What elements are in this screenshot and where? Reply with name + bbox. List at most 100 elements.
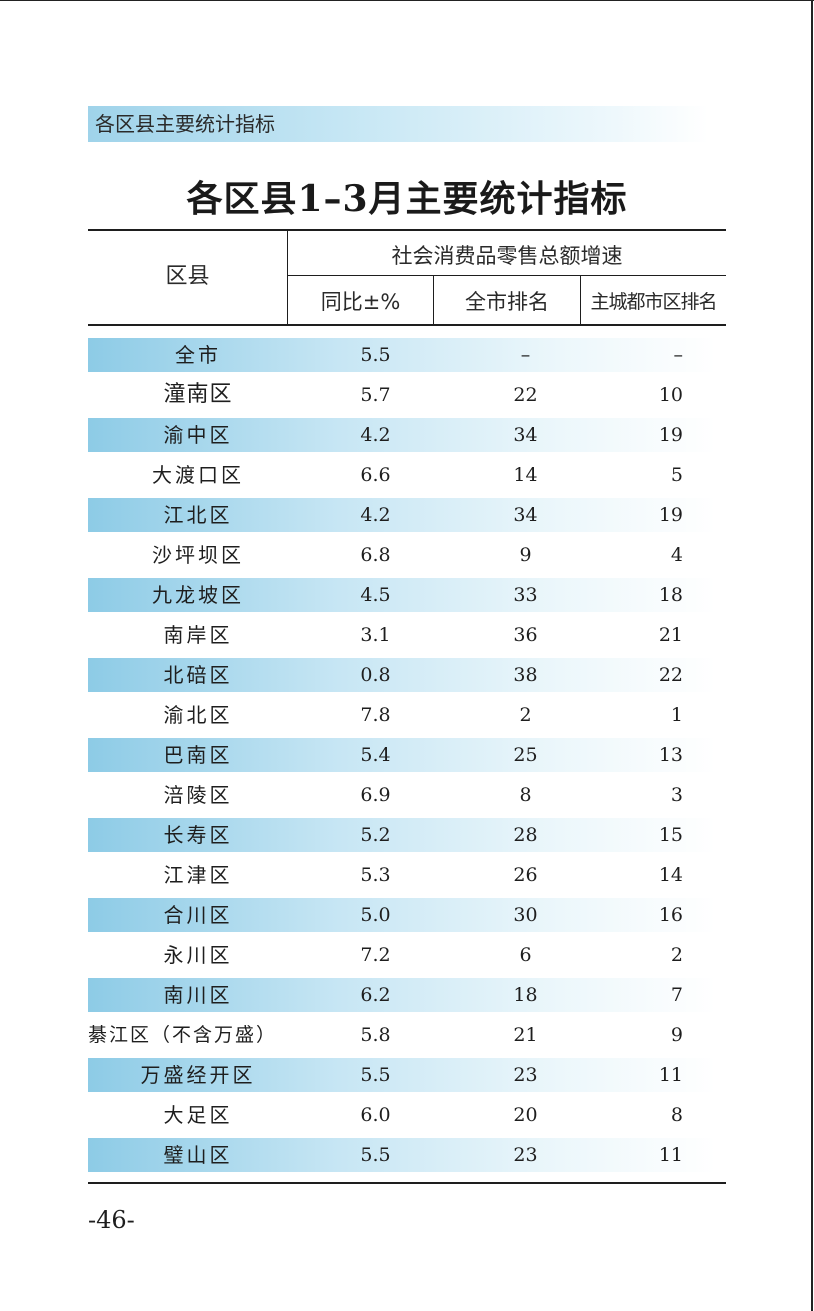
main-city-rank-value: 11 xyxy=(658,1064,683,1086)
section-banner xyxy=(88,106,708,142)
yoy-value: 4.2 xyxy=(360,504,391,526)
main-city-rank-value: 4 xyxy=(670,544,683,566)
yoy-value: 4.2 xyxy=(360,424,391,446)
district-name: 南岸区 xyxy=(163,623,233,647)
district-name: 渝中区 xyxy=(163,423,233,447)
table-row: 江北区 4.2 34 19 xyxy=(88,498,726,538)
district-name: 綦江区（不含万盛） xyxy=(88,1024,278,1046)
yoy-value: 5.8 xyxy=(360,1024,391,1046)
yoy-value: 5.4 xyxy=(360,744,391,766)
main-city-rank-value: 1 xyxy=(670,704,683,726)
city-rank-value: 26 xyxy=(513,864,538,886)
main-city-rank-value: 18 xyxy=(658,584,683,606)
district-name: 大渡口区 xyxy=(152,463,244,487)
header-divider-2 xyxy=(433,276,434,325)
table-row: 璧山区 5.5 23 11 xyxy=(88,1138,726,1178)
page-title: 各区县1–3月主要统计指标 xyxy=(186,178,628,220)
page-number: -46- xyxy=(88,1206,135,1234)
district-name: 璧山区 xyxy=(163,1143,233,1167)
header-divider-1 xyxy=(287,231,288,325)
city-rank-value: 34 xyxy=(513,424,538,446)
district-name: 渝北区 xyxy=(163,703,233,727)
table-row: 大渡口区 6.6 14 5 xyxy=(88,458,726,498)
district-name: 涪陵区 xyxy=(163,783,233,807)
city-rank-value: 38 xyxy=(513,664,538,686)
table-row: 合川区 5.0 30 16 xyxy=(88,898,726,938)
main-city-rank-value: 22 xyxy=(658,664,683,686)
city-rank-value: 18 xyxy=(513,984,538,1006)
page-border-top xyxy=(0,0,814,1)
yoy-value: 6.6 xyxy=(360,464,391,486)
yoy-value: 7.2 xyxy=(360,944,391,966)
main-city-rank-value: 13 xyxy=(658,744,683,766)
district-name: 沙坪坝区 xyxy=(152,543,244,567)
yoy-value: 5.7 xyxy=(360,384,391,406)
main-city-rank-value: 19 xyxy=(658,504,683,526)
yoy-value: 5.5 xyxy=(360,1064,391,1086)
yoy-value: 3.1 xyxy=(360,624,391,646)
district-name: 江津区 xyxy=(163,863,233,887)
table-row: 长寿区 5.2 28 15 xyxy=(88,818,726,858)
header-divider-3 xyxy=(580,276,581,325)
table-row: 南川区 6.2 18 7 xyxy=(88,978,726,1018)
main-city-rank-value: 11 xyxy=(658,1144,683,1166)
section-label: 各区县主要统计指标 xyxy=(95,112,275,136)
district-name: 万盛经开区 xyxy=(140,1063,256,1087)
city-rank-value: 25 xyxy=(513,744,538,766)
city-rank-value: 21 xyxy=(513,1024,538,1046)
header-bottom-rule xyxy=(88,324,726,326)
main-city-rank-value: 21 xyxy=(658,624,683,646)
district-name: 江北区 xyxy=(163,503,233,527)
header-group-rule xyxy=(287,275,726,276)
column-group-header-retail-growth: 社会消费品零售总额增速 xyxy=(391,244,623,268)
district-name: 合川区 xyxy=(163,903,233,927)
yoy-value: 7.8 xyxy=(360,704,391,726)
main-city-rank-value: 3 xyxy=(670,784,683,806)
district-name: 南川区 xyxy=(163,983,233,1007)
district-name: 大足区 xyxy=(163,1103,233,1127)
main-city-rank-value: 2 xyxy=(670,944,683,966)
city-rank-value: 23 xyxy=(513,1064,538,1086)
main-city-rank-value: – xyxy=(673,344,684,366)
table-row: 渝北区 7.8 2 1 xyxy=(88,698,726,738)
main-city-rank-value: 7 xyxy=(670,984,683,1006)
district-name: 全市 xyxy=(175,343,221,367)
city-rank-value: 33 xyxy=(513,584,538,606)
table-row: 渝中区 4.2 34 19 xyxy=(88,418,726,458)
district-name: 长寿区 xyxy=(163,823,233,847)
city-rank-value: 34 xyxy=(513,504,538,526)
column-header-main-city-rank: 主城都市区排名 xyxy=(590,291,717,313)
main-city-rank-value: 19 xyxy=(658,424,683,446)
main-city-rank-value: 9 xyxy=(670,1024,683,1046)
yoy-value: 5.0 xyxy=(360,904,391,926)
city-rank-value: 23 xyxy=(513,1144,538,1166)
main-city-rank-value: 15 xyxy=(658,824,683,846)
page-border-right xyxy=(811,0,813,1311)
yoy-value: 0.8 xyxy=(360,664,391,686)
yoy-value: 5.3 xyxy=(360,864,391,886)
main-city-rank-value: 10 xyxy=(658,384,683,406)
city-rank-value: 8 xyxy=(519,784,532,806)
table-row: 江津区 5.3 26 14 xyxy=(88,858,726,898)
yoy-value: 5.2 xyxy=(360,824,391,846)
table-row: 大足区 6.0 20 8 xyxy=(88,1098,726,1138)
city-rank-value: 22 xyxy=(513,384,538,406)
column-header-yoy: 同比±% xyxy=(320,290,401,314)
main-city-rank-value: 14 xyxy=(658,864,683,886)
city-rank-value: 9 xyxy=(519,544,532,566)
city-rank-value: 6 xyxy=(519,944,532,966)
table-row: 沙坪坝区 6.8 9 4 xyxy=(88,538,726,578)
district-name: 北碚区 xyxy=(163,663,233,687)
main-city-rank-value: 8 xyxy=(670,1104,683,1126)
table-row: 九龙坡区 4.5 33 18 xyxy=(88,578,726,618)
yoy-value: 6.8 xyxy=(360,544,391,566)
city-rank-value: 2 xyxy=(519,704,532,726)
district-name: 永川区 xyxy=(163,943,233,967)
yoy-value: 6.2 xyxy=(360,984,391,1006)
table-body: 全市 5.5 – – 潼南区 5.7 22 10 渝中区 4.2 34 19 大… xyxy=(88,338,726,1178)
district-name: 巴南区 xyxy=(163,743,233,767)
table-row: 涪陵区 6.9 8 3 xyxy=(88,778,726,818)
yoy-value: 5.5 xyxy=(360,344,391,366)
column-header-city-rank: 全市排名 xyxy=(465,290,549,314)
table-top-rule xyxy=(88,229,726,231)
